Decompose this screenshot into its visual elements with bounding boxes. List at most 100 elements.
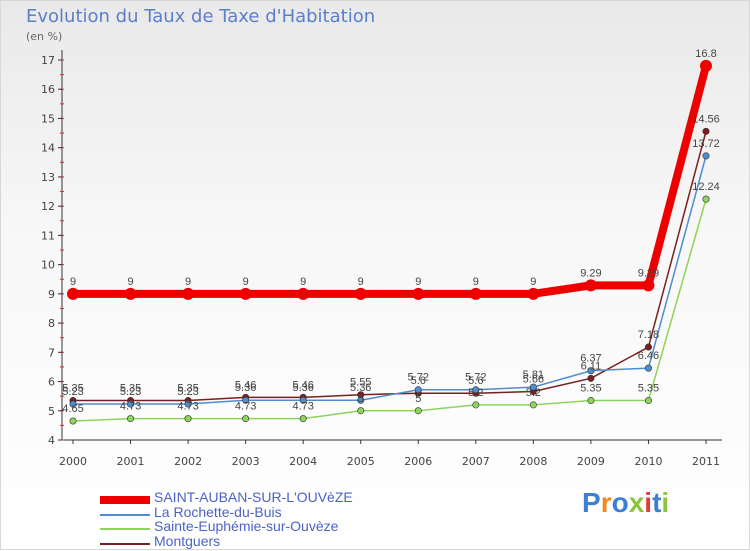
data-label: 9 <box>185 276 191 288</box>
data-label: 5.2 <box>468 387 483 399</box>
data-label: 9 <box>300 276 306 288</box>
data-point <box>242 396 250 404</box>
data-point <box>587 397 595 405</box>
data-point <box>357 407 365 415</box>
data-label: 9 <box>530 276 536 288</box>
data-point <box>469 287 482 300</box>
data-point <box>587 374 595 382</box>
data-label: 5.6 <box>468 375 483 387</box>
data-label: 5 <box>415 393 421 405</box>
y-tick-label: 16 <box>41 83 55 96</box>
x-tick-label: 2006 <box>404 455 432 468</box>
x-tick-label: 2011 <box>692 455 720 468</box>
data-point <box>67 287 79 300</box>
data-point <box>644 343 652 351</box>
y-tick-label: 14 <box>41 142 55 155</box>
data-label: 5.66 <box>523 373 544 385</box>
legend-swatch <box>100 543 150 545</box>
y-tick-label: 17 <box>41 54 55 67</box>
logo-letter: x <box>628 487 645 518</box>
y-tick-label: 9 <box>48 288 55 301</box>
data-label: 5.72 <box>408 372 429 384</box>
proxiti-logo: Proxiti <box>582 487 669 519</box>
data-point <box>529 383 537 391</box>
data-point <box>357 396 365 404</box>
data-point <box>644 364 652 372</box>
data-label: 9 <box>473 276 479 288</box>
y-tick-label: 4 <box>48 434 55 447</box>
data-point <box>182 287 195 300</box>
y-tick-label: 12 <box>41 200 55 213</box>
legend-swatch <box>100 528 150 530</box>
chart-title: Evolution du Taux de Taxe d'Habitation <box>26 6 376 27</box>
series-line <box>72 198 707 422</box>
data-label: 14.56 <box>692 113 720 125</box>
data-label: 5.6 <box>411 375 426 387</box>
data-label: 5.81 <box>523 369 544 381</box>
data-label: 13.72 <box>692 138 720 150</box>
data-label: 4.73 <box>120 401 141 413</box>
series-line <box>72 130 707 402</box>
logo-letter: P <box>582 487 601 518</box>
data-label: 5 <box>358 393 364 405</box>
data-label: 5.46 <box>235 379 256 391</box>
data-label: 16.8 <box>695 48 716 60</box>
data-label: 5.23 <box>62 386 83 398</box>
data-point <box>702 152 710 160</box>
logo-letter: r <box>600 487 612 518</box>
data-label: 5.46 <box>292 379 313 391</box>
data-point <box>414 386 422 394</box>
data-label: 5.23 <box>120 386 141 398</box>
data-label: 9 <box>358 276 364 288</box>
y-tick-label: 5 <box>48 405 55 418</box>
data-point <box>644 397 652 405</box>
data-point <box>184 415 192 423</box>
data-label: 9 <box>415 276 421 288</box>
y-tick-label: 7 <box>48 346 55 359</box>
data-label: 4.65 <box>62 403 83 415</box>
data-point <box>354 287 367 300</box>
data-point <box>702 195 710 203</box>
x-tick-label: 2001 <box>117 455 145 468</box>
data-label: 5.36 <box>235 382 256 394</box>
data-label: 4.73 <box>292 401 313 413</box>
data-label: 5.55 <box>350 377 371 389</box>
data-point <box>472 386 480 394</box>
data-point <box>242 415 250 423</box>
data-point <box>700 59 712 72</box>
series-line <box>69 61 710 298</box>
data-label: 5.35 <box>580 383 601 395</box>
data-point <box>239 287 252 300</box>
data-label: 9 <box>243 276 249 288</box>
x-tick-label: 2010 <box>634 455 662 468</box>
data-point <box>584 279 597 292</box>
x-tick-label: 2004 <box>289 455 317 468</box>
data-point <box>472 401 480 409</box>
data-point <box>184 400 192 408</box>
data-label: 4.73 <box>235 401 256 413</box>
unit-label: (en %) <box>26 30 63 43</box>
data-label: 9.29 <box>638 267 659 279</box>
data-label: 9.29 <box>580 267 601 279</box>
data-label: 9 <box>70 276 76 288</box>
y-tick-label: 8 <box>48 317 55 330</box>
x-tick-label: 2007 <box>462 455 490 468</box>
data-label: 5.36 <box>292 382 313 394</box>
data-point <box>702 127 710 135</box>
data-point <box>299 415 307 423</box>
data-point <box>299 396 307 404</box>
legend-swatch <box>100 514 150 516</box>
data-label: 5.72 <box>465 372 486 384</box>
data-point <box>297 287 310 300</box>
y-tick-label: 13 <box>41 171 55 184</box>
data-point <box>124 287 137 300</box>
data-label: 9 <box>127 276 133 288</box>
logo-letter: i <box>661 487 670 518</box>
x-tick-label: 2008 <box>519 455 547 468</box>
x-tick-label: 2002 <box>174 455 202 468</box>
data-label: 7.18 <box>638 329 659 341</box>
data-label: 12.24 <box>692 181 720 193</box>
data-point <box>412 287 425 300</box>
data-label: 6.37 <box>580 353 601 365</box>
